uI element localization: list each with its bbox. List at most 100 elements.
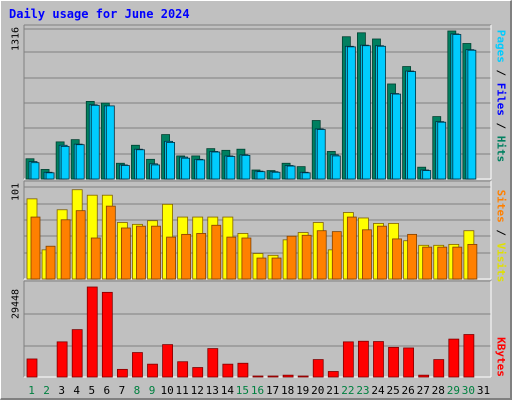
x-tick-label: 27 bbox=[417, 384, 430, 397]
x-tick-label: 12 bbox=[191, 384, 204, 397]
bar-kbytes-day-7 bbox=[116, 368, 128, 378]
bar-sites-day-6 bbox=[105, 205, 116, 280]
x-tick-label: 18 bbox=[281, 384, 294, 397]
bar-pages-day-13 bbox=[211, 151, 221, 180]
bar-sites-day-13 bbox=[211, 224, 222, 280]
bar-kbytes-day-14 bbox=[222, 363, 234, 378]
x-tick-label: 24 bbox=[371, 384, 385, 397]
bar-kbytes-day-4 bbox=[71, 329, 83, 378]
bar-sites-day-19 bbox=[301, 234, 312, 280]
x-tick-label: 13 bbox=[206, 384, 219, 397]
bar-kbytes-day-8 bbox=[132, 352, 143, 378]
x-tick-label: 8 bbox=[134, 384, 141, 397]
chart-title: Daily usage for June 2024 bbox=[9, 7, 190, 21]
x-tick-label: 20 bbox=[311, 384, 324, 397]
bar-pages-day-29 bbox=[452, 34, 462, 180]
bar-sites-day-22 bbox=[346, 216, 357, 280]
bar-kbytes-day-16 bbox=[252, 375, 264, 378]
bar-sites-day-15 bbox=[241, 237, 252, 280]
bar-pages-day-30 bbox=[467, 49, 477, 180]
bar-pages-day-7 bbox=[120, 165, 130, 180]
x-tick-label: 26 bbox=[402, 384, 415, 397]
bar-pages-day-25 bbox=[392, 93, 401, 180]
bar-sites-day-30 bbox=[467, 243, 478, 280]
x-tick-label: 22 bbox=[341, 384, 354, 397]
bar-pages-day-21 bbox=[331, 155, 341, 180]
bar-kbytes-day-15 bbox=[237, 362, 249, 378]
bar-sites-day-25 bbox=[392, 238, 402, 280]
bar-kbytes-day-28 bbox=[433, 359, 445, 378]
bar-kbytes-day-23 bbox=[358, 340, 369, 378]
bar-pages-day-28 bbox=[437, 121, 447, 180]
bar-sites-day-29 bbox=[452, 246, 463, 280]
x-tick-label: 14 bbox=[221, 384, 235, 397]
bar-kbytes-day-1 bbox=[26, 358, 38, 378]
bar-pages-day-5 bbox=[90, 104, 100, 180]
x-tick-label: 15 bbox=[236, 384, 249, 397]
bar-pages-day-20 bbox=[316, 129, 326, 180]
bar-pages-day-16 bbox=[256, 171, 266, 180]
bar-sites-day-16 bbox=[256, 257, 267, 280]
x-tick-label: 5 bbox=[88, 384, 95, 397]
bar-pages-day-14 bbox=[226, 156, 236, 180]
x-tick-label: 2 bbox=[43, 384, 50, 397]
x-tick-label: 16 bbox=[251, 384, 264, 397]
bar-kbytes-day-21 bbox=[327, 371, 339, 378]
bar-sites-day-12 bbox=[196, 233, 207, 280]
bar-sites-day-28 bbox=[437, 246, 448, 280]
bar-pages-day-12 bbox=[196, 159, 206, 180]
x-tick-label: 7 bbox=[119, 384, 126, 397]
bar-pages-day-27 bbox=[422, 170, 432, 180]
bar-kbytes-day-3 bbox=[56, 341, 68, 378]
x-tick-label: 30 bbox=[462, 384, 475, 397]
bar-pages-day-17 bbox=[271, 171, 281, 180]
bar-kbytes-day-13 bbox=[207, 348, 219, 378]
bar-sites-day-4 bbox=[75, 210, 86, 280]
bar-sites-day-26 bbox=[407, 233, 418, 280]
x-tick-label: 21 bbox=[326, 384, 339, 397]
bar-sites-day-17 bbox=[271, 257, 282, 280]
x-tick-label: 6 bbox=[104, 384, 111, 397]
bar-kbytes-day-19 bbox=[297, 375, 309, 378]
bar-pages-day-9 bbox=[151, 164, 160, 180]
bar-kbytes-day-27 bbox=[418, 374, 430, 378]
bar-pages-day-24 bbox=[377, 45, 386, 180]
bar-pages-day-23 bbox=[362, 45, 371, 180]
x-tick-label: 10 bbox=[160, 384, 173, 397]
bar-sites-day-20 bbox=[316, 230, 327, 280]
bar-sites-day-3 bbox=[60, 219, 71, 280]
bar-sites-day-18 bbox=[286, 235, 297, 280]
bar-pages-day-10 bbox=[166, 142, 175, 180]
bar-sites-day-23 bbox=[362, 229, 372, 280]
bar-pages-day-2 bbox=[45, 172, 55, 180]
bar-kbytes-day-10 bbox=[162, 344, 173, 378]
x-tick-label: 25 bbox=[386, 384, 399, 397]
bar-sites-day-24 bbox=[377, 225, 387, 280]
bar-pages-day-22 bbox=[346, 46, 356, 180]
bar-kbytes-day-20 bbox=[312, 359, 324, 378]
bar-kbytes-day-29 bbox=[448, 338, 460, 378]
bar-pages-day-11 bbox=[181, 157, 191, 180]
bar-kbytes-day-9 bbox=[147, 363, 158, 378]
x-tick-label: 1 bbox=[28, 384, 35, 397]
bar-sites-day-5 bbox=[90, 237, 101, 280]
bar-kbytes-day-5 bbox=[86, 286, 98, 378]
bar-pages-day-19 bbox=[301, 172, 311, 180]
x-tick-label: 28 bbox=[432, 384, 445, 397]
bar-sites-day-14 bbox=[226, 236, 237, 280]
bar-kbytes-day-11 bbox=[177, 361, 189, 378]
x-tick-label: 11 bbox=[176, 384, 189, 397]
x-tick-label: 9 bbox=[149, 384, 156, 397]
x-tick-label: 23 bbox=[356, 384, 369, 397]
bar-kbytes-day-30 bbox=[463, 334, 475, 378]
bar-sites-day-10 bbox=[166, 236, 176, 280]
bar-kbytes-day-25 bbox=[388, 346, 399, 378]
bar-sites-day-9 bbox=[151, 225, 161, 280]
bar-pages-day-18 bbox=[286, 165, 296, 180]
x-tick-label: 17 bbox=[266, 384, 279, 397]
bar-kbytes-day-18 bbox=[282, 374, 294, 378]
bar-kbytes-day-17 bbox=[267, 375, 279, 378]
bar-kbytes-day-24 bbox=[373, 341, 384, 378]
x-tick-label: 3 bbox=[58, 384, 65, 397]
